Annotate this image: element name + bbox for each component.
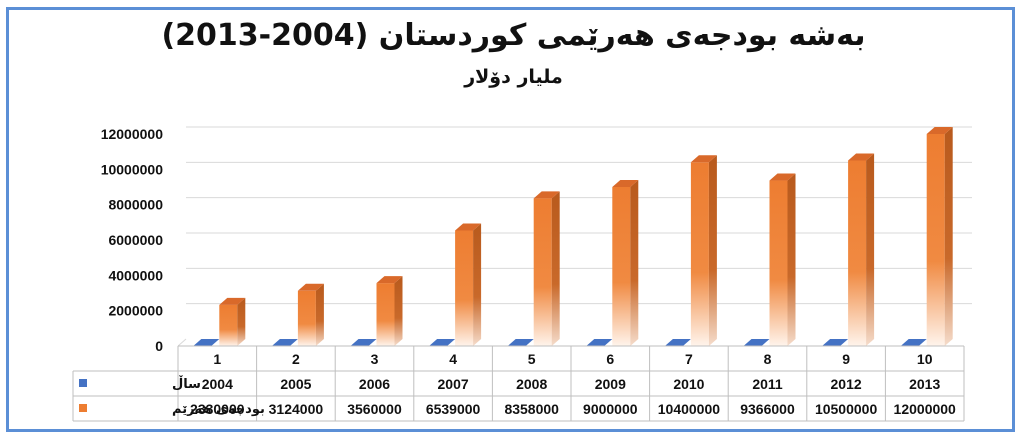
bar-budget xyxy=(297,283,324,346)
y-tick-label: 6000000 xyxy=(108,232,163,248)
bar-top xyxy=(297,283,324,291)
legend-label: ساڵ xyxy=(172,375,201,392)
bar-budget xyxy=(219,297,246,346)
legend-label: بودجەی هەرێم xyxy=(172,402,265,417)
bar-side xyxy=(315,283,324,346)
bar-front xyxy=(533,198,552,346)
bar-front xyxy=(219,304,238,346)
category-label: 2 xyxy=(292,351,300,367)
y-tick-label: 0 xyxy=(155,338,163,354)
bar-side xyxy=(237,297,246,346)
category-label: 5 xyxy=(528,351,536,367)
bar-side xyxy=(866,153,875,346)
data-label: 2005 xyxy=(280,376,311,392)
bar-front xyxy=(769,180,788,346)
bar-year xyxy=(271,339,298,346)
category-label: 3 xyxy=(371,351,379,367)
data-label: 2010 xyxy=(673,376,704,392)
bar-budget xyxy=(690,155,717,346)
bar-top xyxy=(376,276,403,284)
category-label: 8 xyxy=(764,351,772,367)
data-label: 10400000 xyxy=(658,401,721,417)
bar-year xyxy=(900,339,927,346)
bar-front xyxy=(848,160,867,346)
bar-front xyxy=(455,230,474,346)
bar-side xyxy=(630,180,639,346)
chart-subtitle: ملیار دۆلار xyxy=(464,66,563,88)
data-label: 2330000 xyxy=(190,401,245,417)
bar-budget xyxy=(769,173,796,346)
bar-year xyxy=(193,339,220,346)
y-tick-label: 12000000 xyxy=(101,126,164,142)
bar-budget xyxy=(455,223,482,346)
bar-top xyxy=(612,180,639,187)
bar-side xyxy=(394,276,403,346)
bar-front xyxy=(376,283,395,346)
bar-side xyxy=(787,173,796,346)
y-axis: 0 2000000 4000000 6000000 8000000 10000000 120… xyxy=(101,126,164,354)
bar-top xyxy=(219,297,246,305)
category-label: 10 xyxy=(917,351,933,367)
category-label: 9 xyxy=(842,351,850,367)
data-label: 2011 xyxy=(752,376,783,392)
bars xyxy=(193,127,953,346)
data-label: 2009 xyxy=(595,376,626,392)
bar-side xyxy=(944,127,953,346)
category-label: 4 xyxy=(449,351,457,367)
bar-top xyxy=(926,127,953,134)
data-label: 2008 xyxy=(516,376,547,392)
bar-year xyxy=(586,339,613,346)
data-label: 3124000 xyxy=(269,401,324,417)
bar-budget xyxy=(533,191,560,346)
data-label: 8358000 xyxy=(504,401,559,417)
bar-budget xyxy=(848,153,875,346)
category-label: 6 xyxy=(606,351,614,367)
data-label: 10500000 xyxy=(815,401,878,417)
bar-budget xyxy=(926,127,953,346)
bar-year xyxy=(350,339,377,346)
bar-front xyxy=(612,187,631,346)
bar-year xyxy=(822,339,849,346)
bar-side xyxy=(708,155,717,346)
data-label: 2012 xyxy=(831,376,862,392)
bar-year xyxy=(429,339,456,346)
category-label: 1 xyxy=(213,351,221,367)
y-tick-label: 10000000 xyxy=(101,161,164,177)
y-tick-label: 4000000 xyxy=(108,267,163,283)
data-label: 6539000 xyxy=(426,401,481,417)
chart-title: بەشە بودجەی هەرێمی کوردستان (2004-2013) xyxy=(161,18,866,53)
data-label: 2004 xyxy=(202,376,233,392)
bar-side xyxy=(473,223,482,346)
data-label: 2007 xyxy=(438,376,469,392)
y-tick-label: 2000000 xyxy=(108,303,163,319)
data-label: 9366000 xyxy=(740,401,795,417)
bar-top xyxy=(848,153,875,161)
bar-budget xyxy=(612,180,639,346)
legend-key xyxy=(79,379,87,387)
data-label: 9000000 xyxy=(583,401,638,417)
bar-front xyxy=(926,134,945,346)
category-label: 7 xyxy=(685,351,693,367)
y-tick-label: 8000000 xyxy=(108,197,163,213)
bar-side xyxy=(551,191,560,346)
bar-top xyxy=(769,173,796,181)
chart-frame xyxy=(6,7,1015,432)
data-label: 3560000 xyxy=(347,401,402,417)
data-label: 2006 xyxy=(359,376,390,392)
legend-key xyxy=(79,404,87,412)
bar-top xyxy=(455,223,482,231)
bar-top xyxy=(690,155,717,163)
bar-top xyxy=(533,191,560,199)
bar-budget xyxy=(376,276,403,346)
bar-front xyxy=(297,290,316,346)
data-table: 1 2004 2330000 2 2005 3124000 3 2006 3560000 4 200… xyxy=(72,345,965,422)
axis-floor-depth xyxy=(177,338,187,347)
bar-front xyxy=(690,162,709,346)
data-label: 12000000 xyxy=(894,401,957,417)
bar-year xyxy=(743,339,770,346)
bar-year xyxy=(664,339,691,346)
data-label: 2013 xyxy=(909,376,940,392)
bar-year xyxy=(507,339,534,346)
